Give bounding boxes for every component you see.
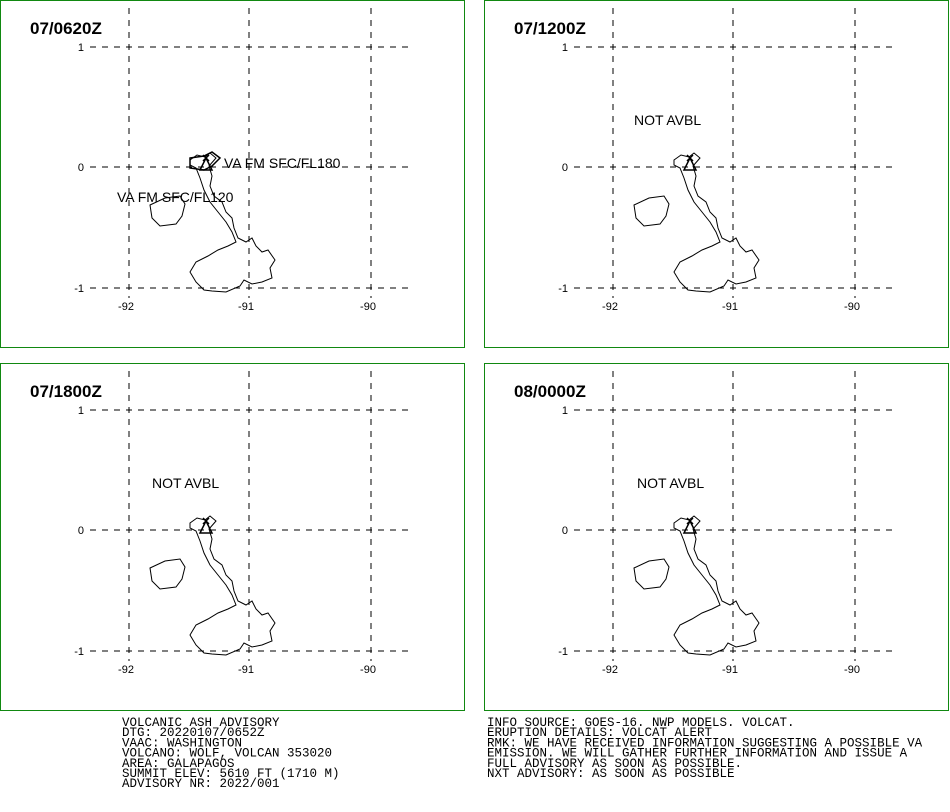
- map-panel: 1 0 -1 -92 -91 -90 07/0620Z VA FM SFC/FL180 VA F…: [0, 0, 465, 348]
- panel-label: NOT AVBL: [634, 112, 701, 128]
- island: [673, 515, 760, 656]
- lon-label: -90: [844, 664, 860, 676]
- panel-border: [0, 363, 465, 711]
- panel-border: [0, 0, 465, 348]
- map-panel: 1 0 -1 -92 -91 -90 07/1800Z NOT AVBL: [0, 363, 465, 711]
- footer-line: AREA: GALAPAGOS: [122, 757, 235, 771]
- lon-label: -90: [360, 301, 376, 313]
- volcano-marker: [682, 519, 698, 534]
- lat-label: -1: [74, 646, 84, 658]
- panel-time: 07/1200Z: [514, 19, 586, 38]
- panel-time: 08/0000Z: [514, 382, 586, 401]
- island: [189, 152, 276, 293]
- lon-label: -92: [118, 301, 134, 313]
- lat-label: 0: [562, 162, 568, 174]
- lon-label: -91: [238, 664, 254, 676]
- lat-label: 1: [562, 42, 568, 54]
- ash-area: [189, 151, 222, 171]
- panel-label: VA FM SFC/FL180: [224, 155, 341, 171]
- footer-line: FULL ADVISORY AS SOON AS POSSIBLE.: [487, 757, 742, 771]
- panel-label: VA FM SFC/FL120: [117, 189, 234, 205]
- island: [189, 515, 276, 656]
- footer-line: ERUPTION DETAILS: VOLCAT ALERT: [487, 726, 713, 740]
- footer-line: VAAC: WASHINGTON: [122, 736, 242, 750]
- footer-line: ADVISORY NR: 2022/001: [122, 777, 280, 791]
- island: [673, 152, 760, 293]
- panel-time: 07/1800Z: [30, 382, 102, 401]
- island: [149, 558, 186, 590]
- lat-label: 0: [562, 525, 568, 537]
- volcano-marker: [198, 156, 214, 171]
- lat-label: 0: [78, 525, 84, 537]
- lat-label: -1: [558, 283, 568, 295]
- lon-label: -92: [602, 301, 618, 313]
- lat-label: 1: [562, 405, 568, 417]
- volcano-marker: [198, 519, 214, 534]
- panel-border: [484, 0, 949, 348]
- map-panel: 1 0 -1 -92 -91 -90 08/0000Z NOT AVBL: [484, 363, 949, 711]
- panel-time: 07/0620Z: [30, 19, 102, 38]
- footer-line: RMK: WE HAVE RECEIVED INFORMATION SUGGES…: [487, 736, 923, 750]
- lon-label: -90: [360, 664, 376, 676]
- island: [633, 558, 670, 590]
- panel-border: [484, 363, 949, 711]
- footer-line: EMISSION. WE WILL GATHER FURTHER INFORMA…: [487, 747, 908, 761]
- lon-label: -91: [722, 664, 738, 676]
- island: [149, 195, 186, 227]
- lon-label: -91: [722, 301, 738, 313]
- footer-line: INFO SOURCE: GOES-16. NWP MODELS. VOLCAT…: [487, 716, 795, 730]
- footer-line: VOLCANIC ASH ADVISORY: [122, 716, 280, 730]
- lon-label: -90: [844, 301, 860, 313]
- volcano-marker: [682, 156, 698, 171]
- lon-label: -91: [238, 301, 254, 313]
- lon-label: -92: [602, 664, 618, 676]
- lat-label: 1: [78, 42, 84, 54]
- lat-label: 1: [78, 405, 84, 417]
- volcano-x: [686, 154, 694, 162]
- panel-label: NOT AVBL: [152, 475, 219, 491]
- footer-line: DTG: 20220107/0652Z: [122, 726, 265, 740]
- lon-label: -92: [118, 664, 134, 676]
- volcano-x: [686, 517, 694, 525]
- map-panel: 1 0 -1 -92 -91 -90 07/1200Z NOT AVBL: [484, 0, 949, 348]
- footer-line: NXT ADVISORY: AS SOON AS POSSIBLE: [487, 767, 735, 781]
- footer-line: VOLCANO: WOLF, VOLCAN 353020: [122, 747, 332, 761]
- lat-label: -1: [74, 283, 84, 295]
- volcano-x: [202, 517, 210, 525]
- lat-label: 0: [78, 162, 84, 174]
- lat-label: -1: [558, 646, 568, 658]
- footer-line: SUMMIT ELEV: 5610 FT (1710 M): [122, 767, 340, 781]
- island: [633, 195, 670, 227]
- panel-label: NOT AVBL: [637, 475, 704, 491]
